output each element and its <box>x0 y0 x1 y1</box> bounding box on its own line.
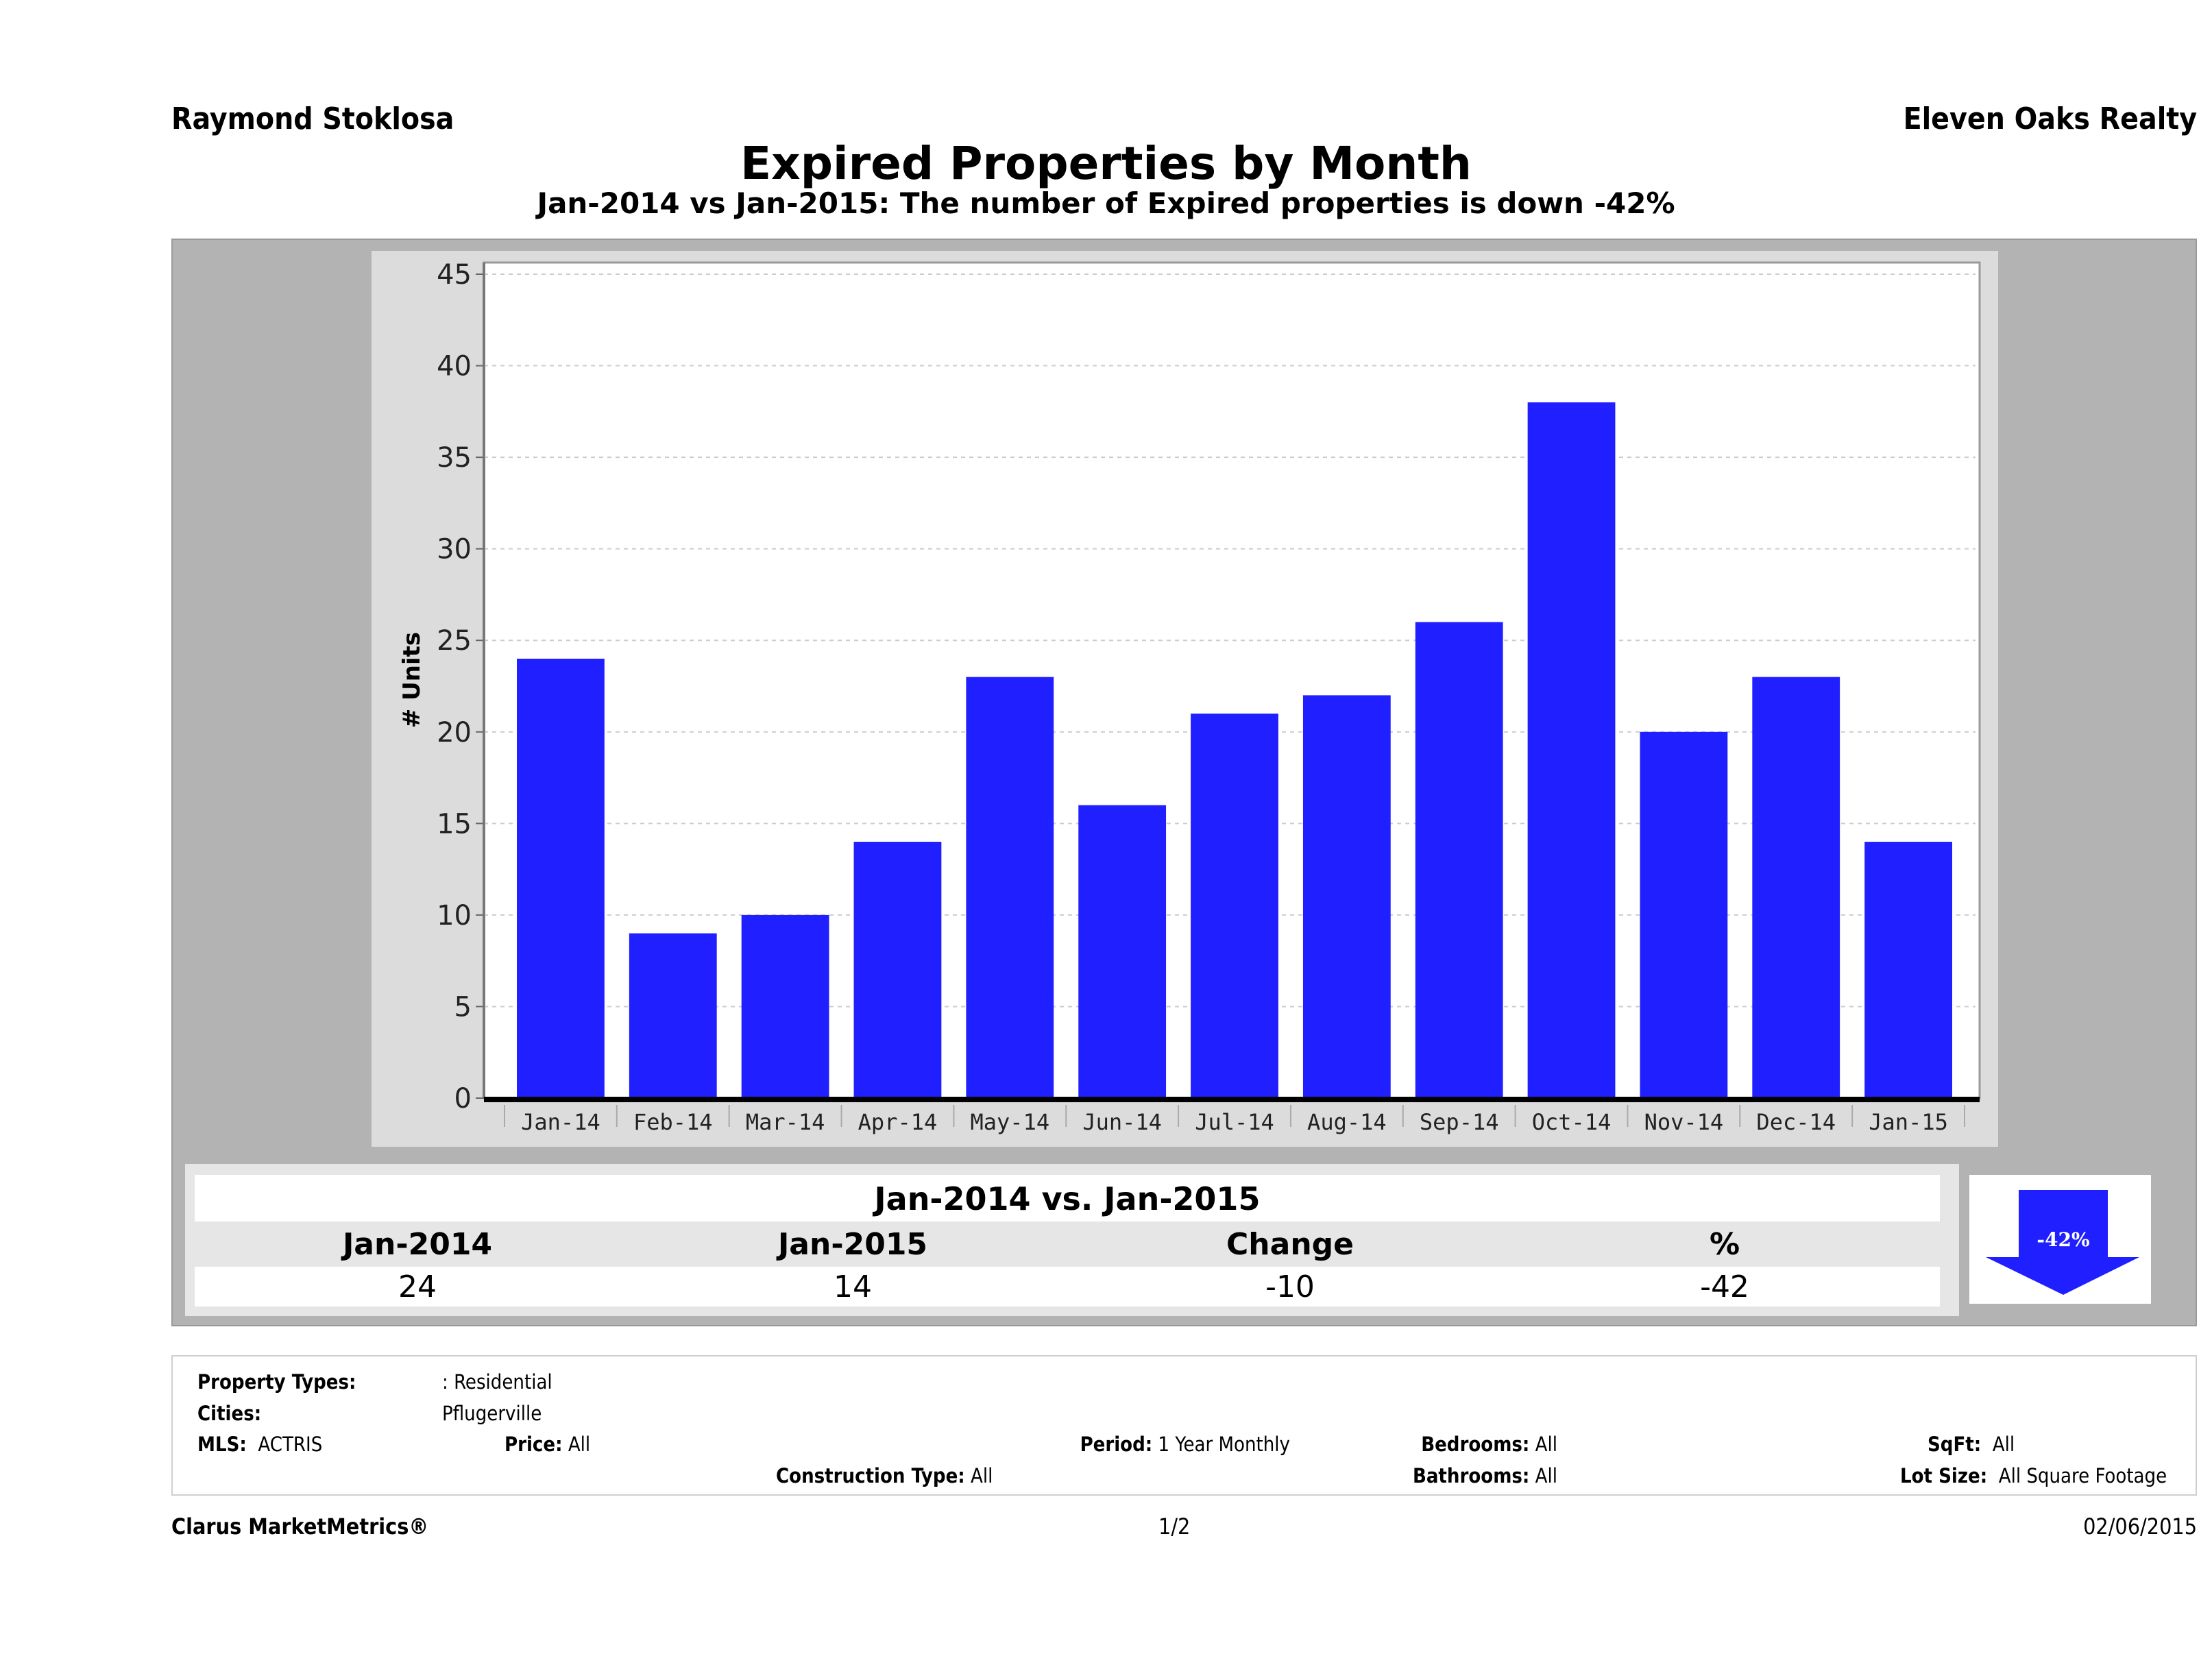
label: Lot Size: <box>1900 1464 1988 1487</box>
brokerage-name: Eleven Oaks Realty <box>1903 101 2197 136</box>
page-number: 1/2 <box>1158 1513 1191 1540</box>
filter-mls: MLS: ACTRIS <box>197 1433 322 1456</box>
label: SqFt: <box>1928 1433 1982 1456</box>
summary-title-row: Jan-2014 vs. Jan-2015 <box>195 1175 1940 1221</box>
x-tick-label: Jul-14 <box>1195 1109 1274 1135</box>
bar-Jun-14 <box>1078 805 1167 1098</box>
filter-price: Price: All <box>505 1433 590 1456</box>
filter-bedrooms: Bedrooms: All <box>1407 1433 1557 1456</box>
y-tick-label: 25 <box>437 625 472 657</box>
bar-Nov-14 <box>1640 731 1728 1098</box>
value: All <box>568 1433 591 1456</box>
filter-construction-type: Construction Type: All <box>776 1464 993 1487</box>
summary-header-jan-2015: Jan-2015 <box>777 1227 928 1262</box>
summary-header-change: Change <box>1226 1227 1354 1262</box>
label: Construction Type: <box>776 1464 965 1487</box>
summary-value-row: 24 14 -10 -42 <box>195 1267 1940 1306</box>
x-tick-label: Sep-14 <box>1420 1109 1499 1135</box>
value: 1 Year Monthly <box>1158 1433 1290 1456</box>
y-tick-label: 0 <box>454 1083 472 1115</box>
bar-Mar-14 <box>741 914 829 1098</box>
bar-Jul-14 <box>1191 714 1278 1098</box>
y-tick-label: 30 <box>437 534 472 566</box>
footer-brand: Clarus MarketMetrics® <box>171 1513 429 1540</box>
y-tick-label: 20 <box>437 717 472 749</box>
x-tick-label: Dec-14 <box>1756 1109 1836 1135</box>
y-tick-label: 15 <box>437 808 472 840</box>
x-tick-label: Nov-14 <box>1644 1109 1724 1135</box>
y-tick-label: 40 <box>437 351 472 382</box>
bar-Feb-14 <box>629 933 717 1098</box>
value: All <box>1535 1464 1557 1487</box>
bar-May-14 <box>966 677 1054 1098</box>
filter-sqft: SqFt: All <box>1928 1433 2015 1456</box>
x-tick-label: Feb-14 <box>633 1109 713 1135</box>
filter-cities-value: Pflugerville <box>442 1402 542 1425</box>
summary-title: Jan-2014 vs. Jan-2015 <box>874 1180 1261 1217</box>
x-tick-label: Apr-14 <box>858 1109 938 1135</box>
bar-Apr-14 <box>853 842 942 1098</box>
value: ACTRIS <box>258 1433 323 1456</box>
summary-header-row: Jan-2014 Jan-2015 Change % <box>195 1223 1940 1265</box>
x-tick-label: Mar-14 <box>746 1109 825 1135</box>
filter-criteria: Property Types: : Residential Cities: Pf… <box>171 1355 2197 1496</box>
summary-value-change: -10 <box>1265 1269 1315 1304</box>
y-tick-label: 35 <box>437 442 472 474</box>
y-tick-label: 5 <box>454 991 472 1023</box>
bar-Sep-14 <box>1415 622 1503 1098</box>
y-axis-label: # Units <box>398 632 426 728</box>
x-tick-label: Jan-14 <box>521 1109 600 1135</box>
bar-Oct-14 <box>1527 402 1616 1098</box>
label: Bathrooms: <box>1412 1464 1530 1487</box>
label: MLS: <box>197 1433 247 1456</box>
bar-chart: 0 5 10 15 20 25 30 35 40 45 Jan-14 Feb-14 Mar-14 Apr-… <box>398 259 1981 1135</box>
label: Bedrooms: <box>1421 1433 1530 1456</box>
x-tick-label: Jun-14 <box>1082 1109 1162 1135</box>
y-tick-label: 10 <box>437 900 472 932</box>
bar-Jan-15 <box>1864 842 1952 1098</box>
x-tick-label: Oct-14 <box>1532 1109 1612 1135</box>
report-date: 02/06/2015 <box>2083 1513 2197 1540</box>
filter-property-types-value: : Residential <box>442 1370 552 1394</box>
value: All Square Footage <box>1998 1464 2167 1487</box>
x-tick-label: Aug-14 <box>1307 1109 1387 1135</box>
filter-bathrooms: Bathrooms: All <box>1407 1464 1557 1487</box>
bar-Dec-14 <box>1752 677 1840 1098</box>
filter-property-types: Property Types: <box>197 1370 356 1394</box>
arrow-percent-label: -42% <box>2037 1228 2089 1251</box>
bar-Aug-14 <box>1302 695 1391 1098</box>
filter-lot-size: Lot Size: All Square Footage <box>1900 1464 2167 1487</box>
down-arrow-icon: -42% <box>1986 1190 2139 1295</box>
y-tick-label: 45 <box>437 259 472 291</box>
x-tick-label: May-14 <box>971 1109 1050 1135</box>
report-title: Expired Properties by Month <box>740 137 1472 190</box>
value: All <box>971 1464 993 1487</box>
report-subtitle: Jan-2014 vs Jan-2015: The number of Expi… <box>537 186 1675 220</box>
change-indicator: -42% <box>1969 1175 2151 1304</box>
label: Cities: <box>197 1402 262 1425</box>
value: All <box>1992 1433 2015 1456</box>
x-tick-label: Jan-15 <box>1869 1109 1948 1135</box>
filter-cities: Cities: <box>197 1402 261 1425</box>
comparison-summary: Jan-2014 vs. Jan-2015 Jan-2014 Jan-2015 … <box>185 1164 1959 1316</box>
summary-header-percent: % <box>1709 1227 1740 1262</box>
summary-value-percent: -42 <box>1700 1269 1749 1304</box>
summary-header-jan-2014: Jan-2014 <box>342 1227 493 1262</box>
label: Property Types: <box>197 1370 356 1394</box>
filter-period: Period: 1 Year Monthly <box>899 1433 1290 1456</box>
summary-value-jan-2015: 14 <box>834 1269 872 1304</box>
summary-value-jan-2014: 24 <box>398 1269 437 1304</box>
value: All <box>1535 1433 1557 1456</box>
label: Price: <box>505 1433 563 1456</box>
agent-name: Raymond Stoklosa <box>171 101 454 136</box>
label: Period: <box>1080 1433 1153 1456</box>
bar-Jan-14 <box>517 658 605 1098</box>
